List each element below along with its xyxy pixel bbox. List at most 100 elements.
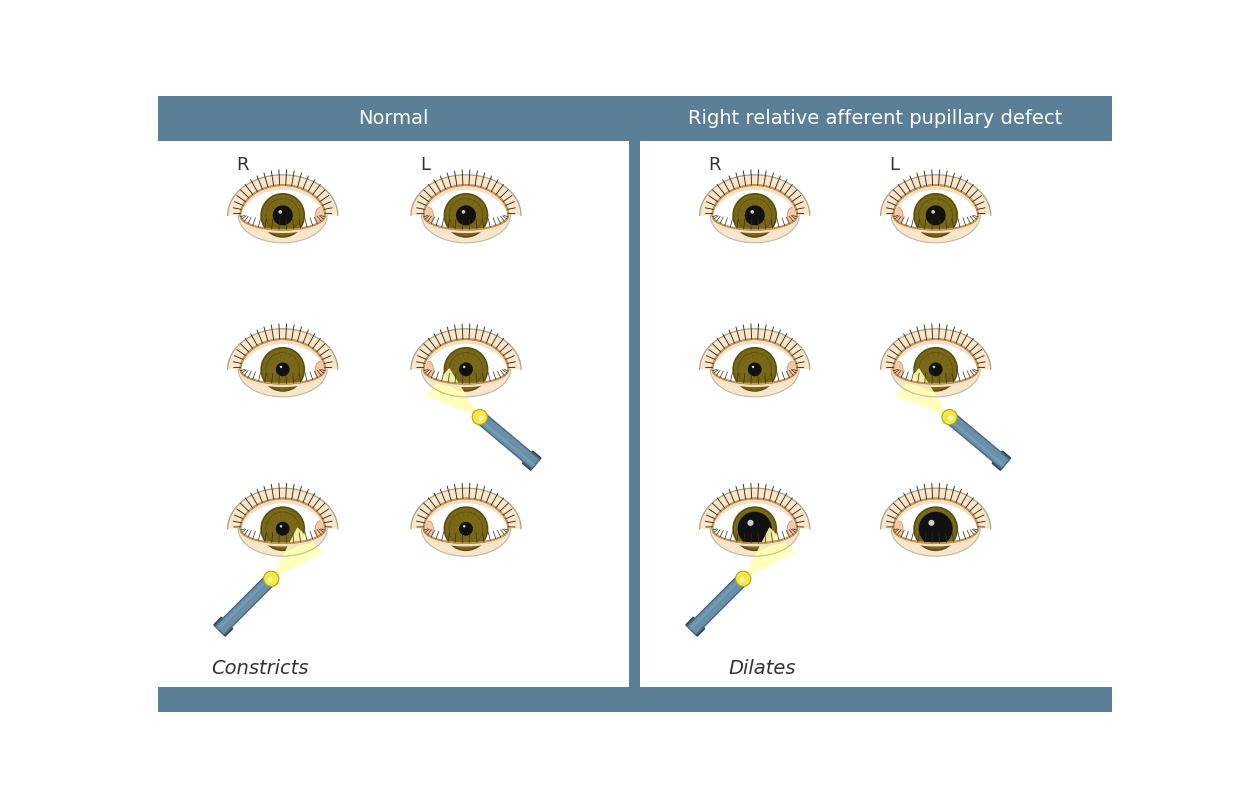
- Ellipse shape: [893, 207, 903, 223]
- Text: R: R: [237, 156, 249, 174]
- Polygon shape: [891, 215, 980, 243]
- Polygon shape: [424, 339, 508, 384]
- Polygon shape: [743, 527, 794, 578]
- Polygon shape: [424, 185, 508, 220]
- Polygon shape: [478, 418, 535, 466]
- Polygon shape: [712, 339, 797, 384]
- Polygon shape: [271, 527, 322, 578]
- Polygon shape: [240, 498, 325, 534]
- Polygon shape: [240, 185, 325, 220]
- Circle shape: [733, 348, 777, 391]
- Polygon shape: [240, 339, 325, 374]
- Polygon shape: [881, 174, 991, 215]
- Ellipse shape: [424, 207, 434, 223]
- Circle shape: [928, 520, 934, 526]
- Polygon shape: [710, 529, 799, 556]
- Circle shape: [445, 194, 487, 237]
- Circle shape: [276, 522, 290, 536]
- Text: Right relative afferent pupillary defect: Right relative afferent pupillary defect: [689, 109, 1063, 128]
- Circle shape: [276, 362, 290, 376]
- Text: Constricts: Constricts: [211, 659, 309, 678]
- Polygon shape: [426, 368, 479, 417]
- Circle shape: [914, 194, 958, 237]
- Bar: [159, 96, 1113, 141]
- Circle shape: [445, 348, 487, 391]
- Polygon shape: [700, 174, 810, 215]
- Polygon shape: [710, 215, 799, 243]
- Polygon shape: [743, 527, 794, 578]
- Circle shape: [462, 210, 466, 214]
- Circle shape: [919, 512, 953, 546]
- Polygon shape: [411, 488, 522, 529]
- Circle shape: [280, 366, 282, 368]
- Ellipse shape: [315, 521, 325, 537]
- Text: L: L: [420, 156, 430, 174]
- Polygon shape: [228, 329, 338, 370]
- Polygon shape: [424, 370, 508, 387]
- Polygon shape: [893, 529, 978, 546]
- Polygon shape: [271, 527, 322, 578]
- Polygon shape: [240, 339, 325, 384]
- Circle shape: [268, 577, 273, 582]
- Polygon shape: [240, 215, 325, 233]
- Circle shape: [261, 194, 305, 237]
- Bar: [159, 687, 1113, 712]
- Polygon shape: [948, 418, 1005, 466]
- Circle shape: [942, 410, 958, 425]
- Polygon shape: [238, 370, 327, 397]
- Polygon shape: [945, 412, 1010, 469]
- Polygon shape: [893, 498, 978, 534]
- Circle shape: [929, 362, 943, 376]
- Circle shape: [748, 362, 762, 376]
- Polygon shape: [891, 529, 980, 556]
- Ellipse shape: [787, 362, 797, 378]
- Text: R: R: [709, 156, 721, 174]
- Polygon shape: [424, 185, 508, 230]
- Circle shape: [737, 512, 772, 546]
- Ellipse shape: [787, 207, 797, 223]
- Polygon shape: [893, 370, 978, 387]
- Circle shape: [752, 366, 755, 368]
- Polygon shape: [426, 368, 479, 417]
- Bar: [629, 141, 641, 687]
- Circle shape: [914, 507, 958, 550]
- Polygon shape: [743, 527, 794, 578]
- Ellipse shape: [424, 521, 434, 537]
- Polygon shape: [712, 529, 797, 546]
- Circle shape: [273, 206, 292, 226]
- Polygon shape: [712, 498, 797, 534]
- Polygon shape: [424, 498, 508, 543]
- Polygon shape: [240, 185, 325, 230]
- Polygon shape: [523, 451, 541, 470]
- Polygon shape: [893, 185, 978, 230]
- Polygon shape: [271, 527, 322, 578]
- Polygon shape: [240, 498, 325, 543]
- Polygon shape: [216, 574, 275, 635]
- Polygon shape: [881, 488, 991, 529]
- Polygon shape: [238, 215, 327, 243]
- Circle shape: [261, 507, 305, 550]
- Circle shape: [463, 525, 466, 527]
- Polygon shape: [992, 451, 1011, 470]
- Circle shape: [280, 525, 282, 527]
- Polygon shape: [896, 368, 949, 417]
- Polygon shape: [891, 370, 980, 397]
- Circle shape: [458, 362, 473, 376]
- Circle shape: [264, 571, 279, 586]
- Polygon shape: [712, 185, 797, 220]
- Circle shape: [747, 520, 753, 526]
- Circle shape: [456, 206, 476, 226]
- Circle shape: [733, 507, 777, 550]
- Circle shape: [914, 348, 958, 391]
- Ellipse shape: [787, 521, 797, 537]
- Polygon shape: [700, 488, 810, 529]
- Polygon shape: [421, 215, 510, 243]
- Circle shape: [261, 348, 305, 391]
- Circle shape: [279, 210, 282, 214]
- Circle shape: [948, 415, 953, 421]
- Circle shape: [463, 366, 466, 368]
- Polygon shape: [411, 329, 522, 370]
- Polygon shape: [688, 574, 747, 635]
- Polygon shape: [240, 529, 325, 546]
- Circle shape: [472, 410, 487, 425]
